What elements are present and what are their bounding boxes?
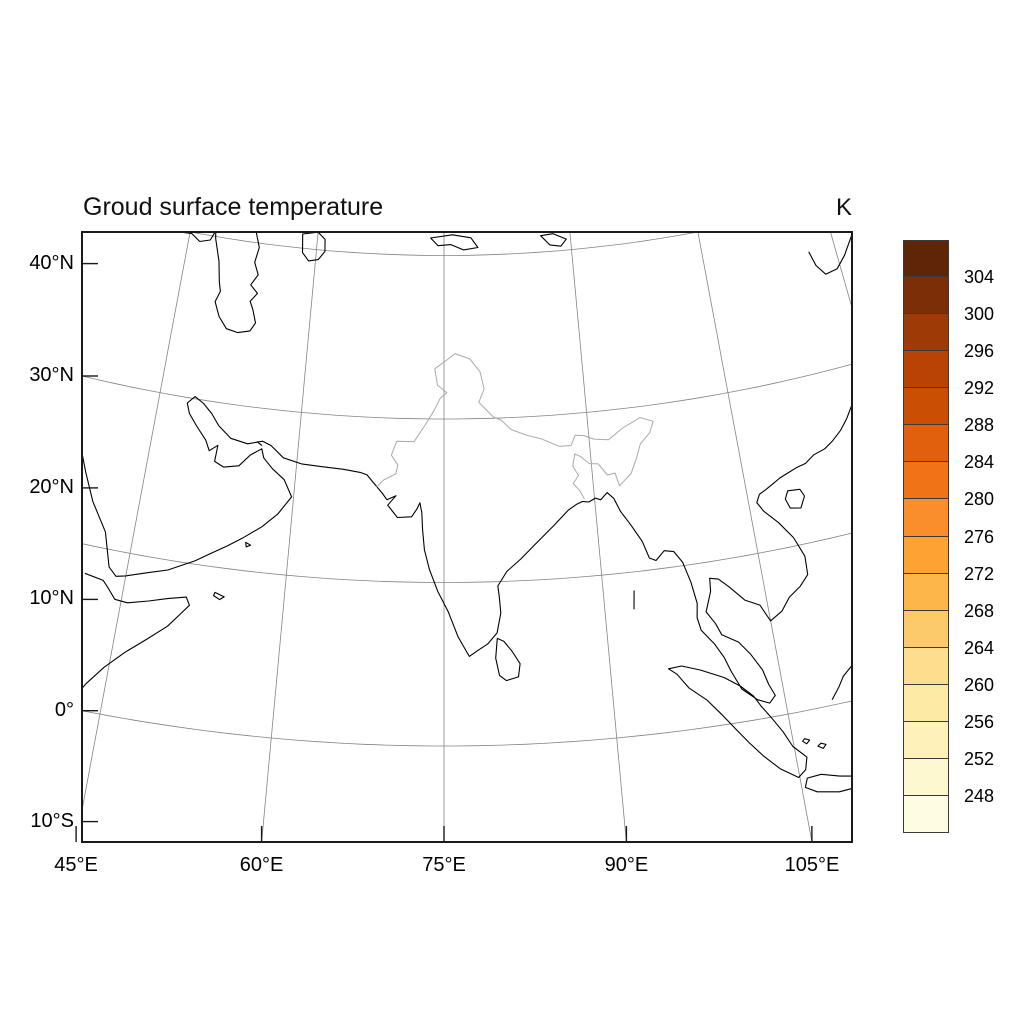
colorbar-tick-label: 276 — [964, 526, 995, 547]
coastline — [808, 232, 852, 275]
lat-tick-label: 30°N — [29, 363, 74, 386]
meridian-gridline — [261, 232, 319, 842]
colorbar-swatch — [903, 683, 949, 722]
coastline — [804, 773, 852, 793]
parallel-gridline — [188, 232, 700, 256]
coastline — [430, 234, 479, 251]
lat-tick-label: 10°S — [30, 809, 74, 832]
lon-tick-label: 60°E — [239, 854, 284, 876]
axis-ticks — [75, 262, 813, 842]
colorbar-tick-label: 300 — [964, 304, 995, 325]
graticule — [0, 232, 1024, 910]
map-frame — [81, 231, 853, 843]
coastline — [82, 572, 190, 690]
colorbar-swatch — [903, 498, 949, 537]
country-border-india — [376, 353, 654, 500]
colorbar-tick-label: 272 — [964, 563, 995, 584]
colorbar-swatch — [903, 794, 949, 833]
colorbar-swatch — [903, 572, 949, 611]
colorbar-tick-label: 256 — [964, 711, 995, 732]
colorbar-swatch — [903, 387, 949, 426]
coastline — [540, 233, 567, 247]
coastline — [784, 488, 806, 509]
parallel-gridline — [82, 700, 852, 747]
coastline — [212, 591, 225, 601]
colorbar-tick-label: 280 — [964, 489, 995, 510]
colorbar-tick-label: 260 — [964, 674, 995, 695]
coastline — [495, 637, 521, 682]
coastlines — [82, 232, 852, 793]
meridian-gridline — [82, 232, 191, 813]
colorbar-tick-label: 288 — [964, 415, 995, 436]
colorbar-swatch — [903, 757, 949, 796]
parallel-gridline — [0, 802, 1024, 910]
plot-title: Groud surface temperature — [83, 193, 384, 221]
lat-tick-label: 20°N — [29, 475, 74, 498]
colorbar-swatch — [903, 535, 949, 574]
meridian-gridline — [697, 232, 813, 842]
coastline — [214, 232, 260, 334]
colorbar-units-label: K — [835, 194, 852, 221]
colorbar-swatch — [903, 424, 949, 463]
lat-tick-label: 10°N — [29, 587, 74, 610]
colorbar-tick-label: 264 — [964, 637, 995, 658]
colorbar-tick-label: 248 — [964, 785, 995, 806]
colorbar-tick-label: 252 — [964, 748, 995, 769]
lon-tick-label: 105°E — [784, 854, 840, 876]
colorbar-swatch — [903, 609, 949, 648]
meridian-gridline — [830, 232, 852, 310]
lat-tick-label: 40°N — [29, 251, 74, 274]
coastline — [177, 232, 216, 243]
country-border — [376, 353, 654, 500]
coastline — [831, 664, 852, 700]
colorbar-tick-label: 284 — [964, 452, 995, 473]
parallel-gridline — [82, 532, 852, 583]
colorbar-swatch — [903, 240, 949, 278]
lon-tick-label: 75°E — [422, 854, 466, 876]
coastline — [82, 396, 852, 704]
coastline — [817, 742, 827, 749]
coastline — [301, 232, 326, 262]
colorbar-swatch — [903, 276, 949, 315]
colorbar-tick-label: 296 — [964, 341, 995, 362]
colorbar-tick-label: 304 — [964, 267, 995, 288]
colorbar-swatch — [903, 350, 949, 389]
colorbar-swatch — [903, 461, 949, 500]
colorbar-tick-label: 268 — [964, 600, 995, 621]
coastline — [802, 738, 811, 745]
map-area — [0, 231, 1024, 910]
colorbar-tick-label: 292 — [964, 378, 995, 399]
parallel-gridline — [82, 363, 852, 420]
colorbar-swatch — [903, 720, 949, 759]
meridian-gridline — [569, 232, 627, 842]
colorbar-swatch — [903, 313, 949, 352]
coastline — [245, 541, 252, 548]
lat-tick-label: 0° — [54, 698, 74, 721]
lon-tick-label: 45°E — [54, 854, 98, 876]
colorbar-swatch — [903, 646, 949, 685]
coastline — [667, 665, 808, 779]
coastline — [256, 441, 263, 447]
lon-tick-label: 90°E — [604, 854, 649, 876]
